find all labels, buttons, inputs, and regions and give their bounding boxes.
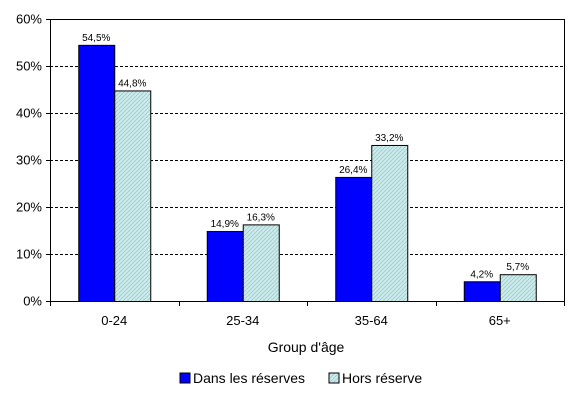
data-labels: 54,5% 14,9% 26,4% 4,2% 44,8% 16,3% 33,2% 5,7%: [82, 33, 529, 280]
bar-dans-les-reserves-35-64: [335, 176, 373, 302]
bar-hors-reserve-0-24: [114, 90, 152, 302]
bar-hors-reserve-65+: [499, 274, 537, 302]
y-tick-label: 0%: [23, 294, 42, 309]
legend-swatch-hors-reserve: [328, 372, 340, 384]
bar-dans-les-reserves-65+: [463, 281, 501, 303]
data-label: 26,4%: [339, 165, 367, 176]
y-tick-label: 50%: [16, 59, 42, 74]
data-label: 4,2%: [470, 269, 493, 280]
bar-dans-les-reserves-0-24: [78, 44, 116, 302]
axes: 0% 10% 20% 30% 40% 50% 60% 0-24 25-34 35-64 65+: [16, 12, 565, 328]
y-tick-label: 40%: [16, 106, 42, 121]
y-tick-label: 30%: [16, 153, 42, 168]
legend-swatch-dans-les-reserves: [179, 372, 191, 384]
bar-dans-les-reserves-25-34: [206, 230, 244, 302]
bars: [78, 44, 537, 303]
x-axis-title: Group d'âge: [268, 339, 345, 355]
bar-hors-reserve-25-34: [242, 224, 280, 302]
y-tick-label: 10%: [16, 247, 42, 262]
data-label: 16,3%: [247, 212, 275, 223]
x-tick-label: 25-34: [226, 313, 259, 328]
data-label: 33,2%: [375, 133, 403, 144]
data-label: 14,9%: [211, 219, 239, 230]
bar-hors-reserve-35-64: [371, 144, 409, 302]
y-tick-label: 20%: [16, 200, 42, 215]
x-tick-label: 35-64: [355, 313, 388, 328]
legend: Dans les réserves Hors réserve: [179, 370, 422, 386]
data-label: 44,8%: [118, 78, 146, 89]
x-tick-label: 65+: [489, 313, 511, 328]
y-tick-label: 60%: [16, 12, 42, 27]
data-label: 54,5%: [82, 33, 110, 44]
x-tick-label: 0-24: [101, 313, 127, 328]
legend-label-dans-les-reserves: Dans les réserves: [193, 370, 305, 386]
data-label: 5,7%: [506, 262, 529, 273]
legend-label-hors-reserve: Hors réserve: [342, 370, 422, 386]
